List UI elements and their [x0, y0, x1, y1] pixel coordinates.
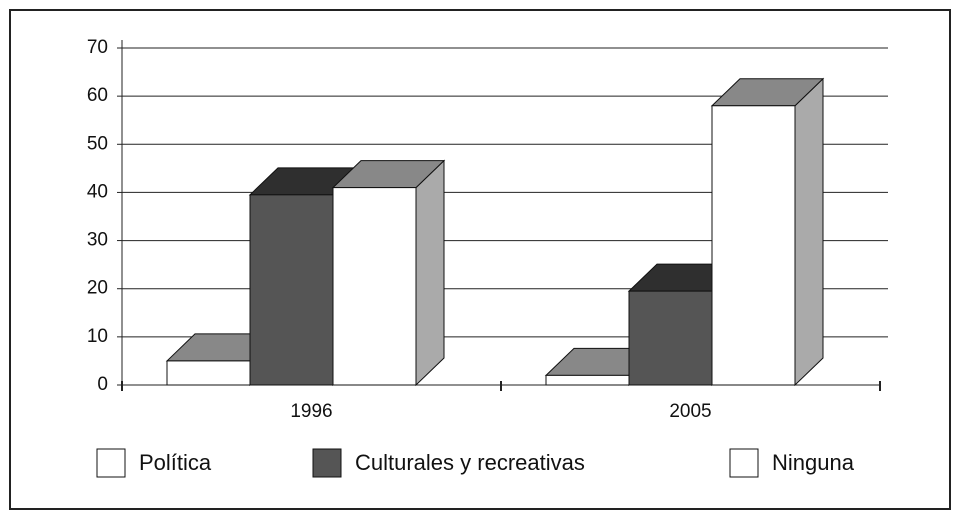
bar-front [166, 360, 251, 386]
bar-side [794, 77, 824, 387]
bar-front [249, 194, 334, 386]
legend-swatch [96, 448, 126, 478]
y-tick-label: 30 [87, 230, 108, 251]
frame [9, 9, 951, 510]
legend-label: Ninguna [772, 450, 855, 475]
legend-swatch [312, 448, 342, 478]
bar-front [711, 105, 796, 386]
bar [331, 159, 446, 387]
bar-front [628, 290, 713, 386]
bar-front [332, 187, 417, 386]
bar [710, 77, 825, 387]
legend-swatch [729, 448, 759, 478]
y-tick-label: 60 [87, 85, 108, 106]
y-tick-label: 50 [87, 133, 108, 154]
x-tick-label: 2005 [669, 401, 711, 422]
bar-side [415, 159, 445, 387]
bar-front [545, 374, 630, 386]
legend-label: Culturales y recreativas [355, 450, 585, 475]
y-tick-label: 10 [87, 326, 108, 347]
y-tick-label: 20 [87, 278, 108, 299]
x-tick-label: 1996 [290, 401, 332, 422]
y-tick-label: 70 [87, 37, 108, 58]
legend-label: Política [139, 450, 212, 475]
y-tick-label: 0 [97, 374, 108, 395]
y-tick-label: 40 [87, 181, 108, 202]
